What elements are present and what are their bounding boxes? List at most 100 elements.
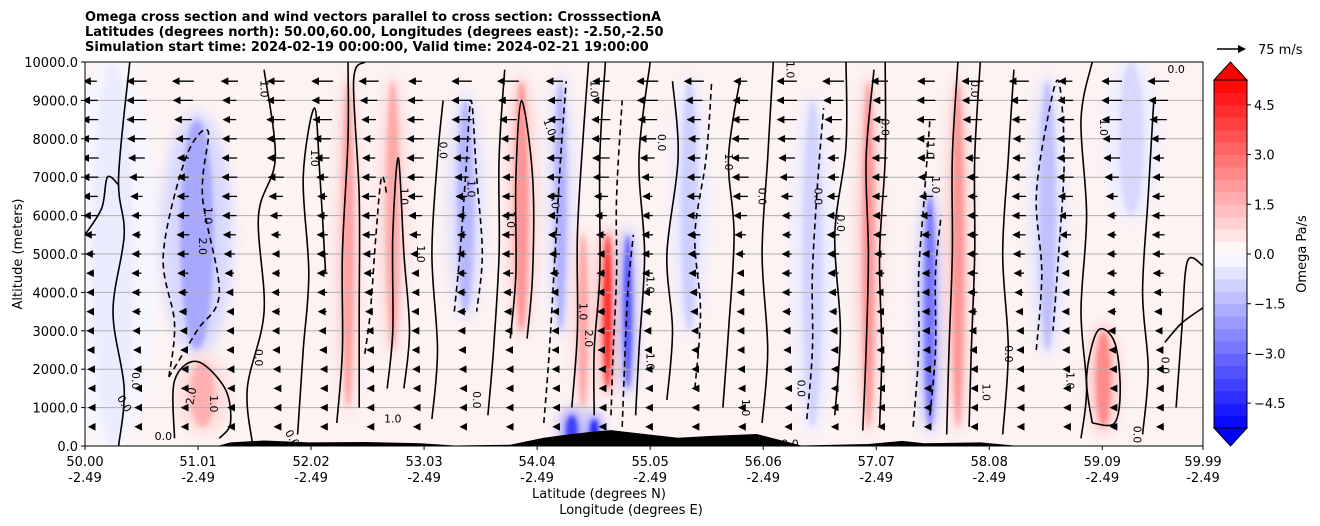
contour-label: 1.0 [1097, 119, 1110, 137]
contour-label: 0.0 [129, 372, 142, 390]
contour-label: 1.0 [784, 61, 797, 79]
contour-line-positive [571, 62, 590, 408]
contour-label: 1.0 [588, 80, 601, 98]
x-tick-label-longitude: -2.49 [520, 471, 554, 486]
x-tick-label-latitude: 57.07 [858, 455, 895, 470]
colorbar-segment [1214, 353, 1247, 367]
contour-line-positive [1001, 69, 1015, 435]
contour-line-positive [386, 157, 411, 389]
y-tick-label: 7000.0 [33, 171, 79, 186]
omega-feature [161, 111, 233, 358]
colorbar-segment [1214, 117, 1247, 131]
x-tick-label-latitude: 50.00 [66, 455, 103, 470]
colorbar-segment [1214, 365, 1247, 379]
contour-label: 0.0 [1167, 63, 1185, 76]
contour-line-negative [610, 100, 623, 416]
x-tick-label-latitude: 58.08 [971, 455, 1008, 470]
y-axis-label: Altitude (meters) [11, 199, 26, 310]
contour-line-positive [666, 81, 680, 400]
contour-label: 0.0 [1130, 426, 1143, 444]
omega-feature-core [514, 81, 529, 331]
y-tick-label: 4000.0 [33, 286, 79, 301]
colorbar-segment [1214, 390, 1247, 404]
contour-line-positive [1164, 307, 1203, 343]
contour-line-positive [352, 62, 366, 408]
contour-label: 0.0 [1002, 345, 1015, 363]
contour-line-positive [509, 99, 535, 339]
colorbar-segment [1214, 328, 1247, 342]
wind-vectors [85, 77, 1170, 431]
omega-feature-core [1095, 330, 1111, 427]
colorbar-segment [1214, 104, 1247, 118]
colorbar-segment [1214, 92, 1247, 106]
contour-label: 1.0 [504, 211, 517, 229]
x-tick-label-longitude: -2.49 [294, 471, 328, 486]
contour-label: 0.0 [968, 80, 981, 98]
x-tick-label-longitude: -2.49 [633, 471, 667, 486]
quiver-key: 75 m/s [1217, 43, 1303, 58]
colorbar-label: Omega Pa/s [1295, 215, 1310, 293]
title-line-2: Latitudes (degrees north): 50.00,60.00, … [85, 25, 664, 40]
colorbar-segment [1214, 241, 1247, 255]
colorbar-tick-label: −4.5 [1254, 397, 1286, 412]
colorbar-segment [1214, 216, 1247, 230]
contour-label: 2.0 [582, 330, 595, 348]
contour-label: 1.0 [644, 353, 657, 371]
x-tick-label-longitude: -2.49 [1085, 471, 1119, 486]
omega-feature-core [680, 81, 698, 331]
contour-label: 0.0 [252, 349, 265, 367]
contour-label: 1.0 [929, 176, 942, 194]
contour-label: 0.0 [437, 142, 450, 160]
title-line-1: Omega cross section and wind vectors par… [85, 10, 661, 25]
colorbar-segment [1214, 316, 1247, 330]
plot-area: 1.0 2.0 2.0 1.0 0.0 0.0 0.0 1.0 1.0 1.0 1.0 0.0 1.0 1… [84, 61, 1204, 449]
omega-feature [671, 73, 708, 339]
contour-label: 0.0 [282, 427, 302, 449]
x-tick-label-latitude: 59.09 [1084, 455, 1121, 470]
contour-label: 1.0 [549, 191, 562, 209]
contour-label: 2.0 [196, 238, 209, 256]
x-tick-label-longitude: -2.49 [859, 471, 893, 486]
x-tick-label-latitude: 53.03 [405, 455, 442, 470]
omega-feature [175, 353, 230, 435]
y-tick-label: 10000.0 [24, 56, 78, 71]
contour-label: 0.0 [470, 391, 483, 409]
contour-label: 1.0 [202, 207, 215, 225]
contour-label: 0.0 [655, 134, 668, 152]
contour-line-positive [85, 175, 120, 236]
colorbar: 4.5 3.0 1.5 0.0 −1.5 −3.0 −4.5 [1212, 61, 1286, 447]
y-tick-label: 5000.0 [33, 248, 79, 263]
colorbar-segment [1214, 278, 1247, 292]
colorbar-tick-label: 4.5 [1254, 99, 1275, 114]
contour-label: 1.0 [644, 276, 657, 294]
contour-line-positive [487, 69, 506, 416]
omega-feature [447, 92, 484, 320]
contour-label: 1.0 [923, 142, 936, 160]
contour-line-negative [621, 234, 635, 427]
contour-label: 1.0 [258, 80, 271, 98]
contour-label: 1.0 [979, 383, 992, 401]
colorbar-segment [1214, 167, 1247, 180]
omega-feature-core [189, 361, 216, 427]
omega-feature-core [603, 234, 612, 389]
y-tick-label: 9000.0 [33, 94, 79, 109]
contour-label: 0.0 [812, 188, 825, 206]
colorbar-segment [1214, 80, 1247, 93]
contour-line-negative [806, 108, 825, 420]
colorbar-tick-label: 1.5 [1254, 198, 1275, 213]
colorbar-segment [1214, 341, 1247, 354]
colorbar-segment [1214, 254, 1247, 267]
contour-line-negative [929, 215, 942, 416]
omega-feature [559, 407, 585, 446]
contour-line-positive [761, 62, 775, 424]
colorbar-tick-label: 3.0 [1254, 149, 1275, 164]
contour-line-positive [336, 62, 350, 424]
colorbar-segment [1214, 142, 1247, 156]
contour-label: 1.0 [577, 303, 590, 321]
contour-line-negative [162, 128, 221, 378]
x-tick-label-longitude: -2.49 [972, 471, 1006, 486]
colorbar-segment [1214, 291, 1247, 305]
omega-feature-core [577, 234, 589, 408]
omega-feature-core [342, 81, 354, 408]
